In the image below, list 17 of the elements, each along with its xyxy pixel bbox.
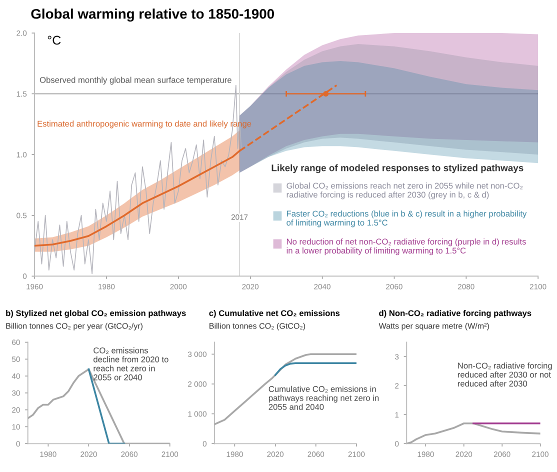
line-series — [274, 362, 356, 376]
chart-title: b) Stylized net global CO₂ emission pathways — [6, 310, 186, 318]
chart-title: c) Cumulative net CO₂ emissions — [209, 310, 340, 318]
chart-subtitle: Billion tonnes CO₂ (GtCO₂) — [210, 322, 306, 330]
chart-title: Global warming relative to 1850-1900 — [31, 8, 274, 22]
legend-title: Likely range of modeled responses to stylized pathways — [272, 164, 524, 174]
legend-label: Global CO₂ emissions reach net zero in 2055 while net non-CO₂ radiative forcing is reduced after 2030 (grey in b, c & d) — [286, 182, 523, 200]
chart-subtitle: Watts per square metre (W/m²) — [378, 322, 489, 330]
annotation: CO₂ emissions decline from 2020 to reach net zero in 2055 or 2040 — [94, 347, 168, 380]
annotation: Observed monthly global mean surface temperature — [40, 76, 232, 85]
annotation: Non-CO₂ radiative forcing reduced after 2030 or not reduced after 2030 — [458, 362, 552, 387]
y-axis-title: °C — [48, 36, 61, 45]
chart-title: d) Non-CO₂ radiative forcing pathways — [379, 310, 532, 318]
annotation: Cumulative CO₂ emissions in pathways reaching net zero in 2055 and 2040 — [268, 386, 379, 410]
legend-label: No reduction of net non-CO₂ radiative forcing (purple in d) results in a lower probability of limiting warming to 1.5°C — [286, 238, 526, 256]
chart-subtitle: Billion tonnes CO₂ per year (GtCO₂/yr) — [6, 322, 142, 330]
legend-label: Faster CO₂ reductions (blue in b & c) result in a higher probability of limiting warming to 1.5°C — [286, 210, 527, 228]
